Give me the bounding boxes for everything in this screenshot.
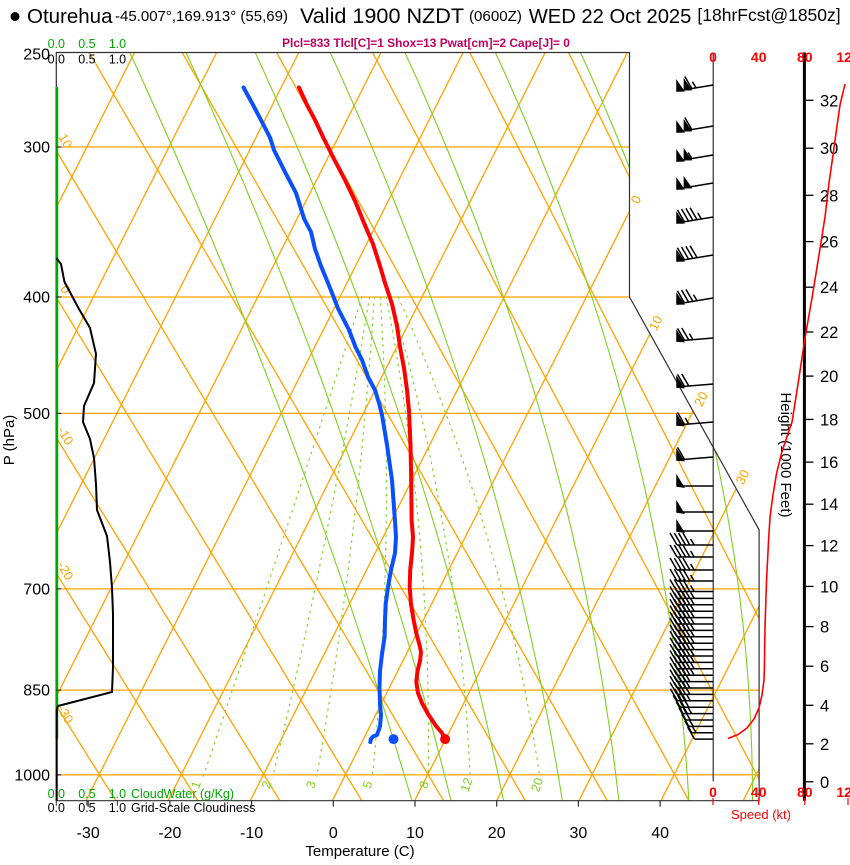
svg-text:12: 12 <box>820 538 838 556</box>
svg-text:1.0: 1.0 <box>109 53 126 67</box>
svg-text:30: 30 <box>820 140 838 158</box>
svg-text:300: 300 <box>23 140 50 157</box>
svg-text:1000: 1000 <box>14 767 50 784</box>
svg-text:8: 8 <box>820 619 829 637</box>
svg-text:700: 700 <box>23 581 50 598</box>
svg-text:3: 3 <box>303 779 318 790</box>
svg-text:Grid-Scale Cloudiness: Grid-Scale Cloudiness <box>131 801 255 815</box>
svg-text:20: 20 <box>691 389 711 409</box>
svg-text:Speed (kt): Speed (kt) <box>731 807 791 822</box>
svg-text:10: 10 <box>820 578 838 596</box>
svg-text:Oturehua: Oturehua <box>27 5 113 28</box>
svg-text:10: 10 <box>55 131 75 151</box>
svg-text:Plcl=833 Tlcl[C]=1 Shox=13 Pwa: Plcl=833 Tlcl[C]=1 Shox=13 Pwat[cm]=2 Ca… <box>282 36 570 50</box>
svg-text:WED 22 Oct 2025: WED 22 Oct 2025 <box>529 6 692 28</box>
svg-text:10: 10 <box>406 825 424 842</box>
svg-text:2: 2 <box>820 736 829 754</box>
svg-text:4: 4 <box>820 697 829 715</box>
svg-text:12: 12 <box>458 776 476 794</box>
svg-text:400: 400 <box>23 290 50 307</box>
svg-text:500: 500 <box>23 406 50 423</box>
svg-text:Valid 1900 NZDT: Valid 1900 NZDT <box>300 3 464 28</box>
svg-text:0.0: 0.0 <box>48 53 65 67</box>
svg-text:1.0: 1.0 <box>109 37 126 51</box>
svg-text:40: 40 <box>751 784 767 800</box>
svg-text:22: 22 <box>820 324 838 342</box>
svg-text:0: 0 <box>709 784 717 800</box>
svg-text:0.5: 0.5 <box>78 801 95 815</box>
svg-text:0.0: 0.0 <box>48 801 65 815</box>
svg-text:8: 8 <box>416 779 431 790</box>
svg-text:2: 2 <box>259 779 274 790</box>
svg-text:-10: -10 <box>240 825 263 842</box>
svg-text:120: 120 <box>836 49 850 65</box>
svg-text:Temperature (C): Temperature (C) <box>305 843 414 860</box>
svg-text:20: 20 <box>488 825 506 842</box>
svg-text:120: 120 <box>836 784 850 800</box>
svg-text:850: 850 <box>23 683 50 700</box>
svg-text:(0600Z): (0600Z) <box>469 8 522 25</box>
svg-text:0.5: 0.5 <box>78 37 95 51</box>
svg-text:250: 250 <box>23 47 50 64</box>
svg-text:20: 20 <box>528 776 546 794</box>
svg-text:40: 40 <box>651 825 669 842</box>
svg-text:Height (1000 Feet): Height (1000 Feet) <box>777 392 794 517</box>
svg-text:20: 20 <box>820 368 838 386</box>
svg-text:[18hrFcst@1850z]: [18hrFcst@1850z] <box>697 5 840 25</box>
svg-text:1.0: 1.0 <box>109 801 126 815</box>
svg-text:24: 24 <box>820 279 838 297</box>
svg-text:0.0: 0.0 <box>48 37 65 51</box>
svg-text:0: 0 <box>820 774 829 792</box>
svg-text:28: 28 <box>820 187 838 205</box>
svg-text:80: 80 <box>797 784 813 800</box>
svg-text:40: 40 <box>751 49 767 65</box>
svg-text:5: 5 <box>360 779 375 790</box>
svg-text:30: 30 <box>732 467 752 487</box>
svg-text:P (hPa): P (hPa) <box>1 415 18 466</box>
svg-text:18: 18 <box>820 411 838 429</box>
svg-text:1.0: 1.0 <box>109 787 126 801</box>
svg-text:6: 6 <box>820 658 829 676</box>
svg-text:14: 14 <box>820 496 838 514</box>
svg-text:0.5: 0.5 <box>78 787 95 801</box>
svg-text:16: 16 <box>820 454 838 472</box>
svg-text:1: 1 <box>188 779 203 790</box>
svg-text:80: 80 <box>797 49 813 65</box>
svg-text:0: 0 <box>329 825 338 842</box>
svg-text:0.5: 0.5 <box>78 53 95 67</box>
svg-text:CloudWater (g/Kg): CloudWater (g/Kg) <box>131 787 234 801</box>
svg-text:10: 10 <box>646 313 666 333</box>
svg-text:-30: -30 <box>77 825 100 842</box>
svg-text:30: 30 <box>570 825 588 842</box>
svg-text:0: 0 <box>709 49 717 65</box>
svg-text:-45.007°,169.913° (55,69): -45.007°,169.913° (55,69) <box>115 8 288 25</box>
svg-text:-20: -20 <box>158 825 181 842</box>
svg-text:26: 26 <box>820 234 838 252</box>
svg-text:32: 32 <box>820 92 838 110</box>
